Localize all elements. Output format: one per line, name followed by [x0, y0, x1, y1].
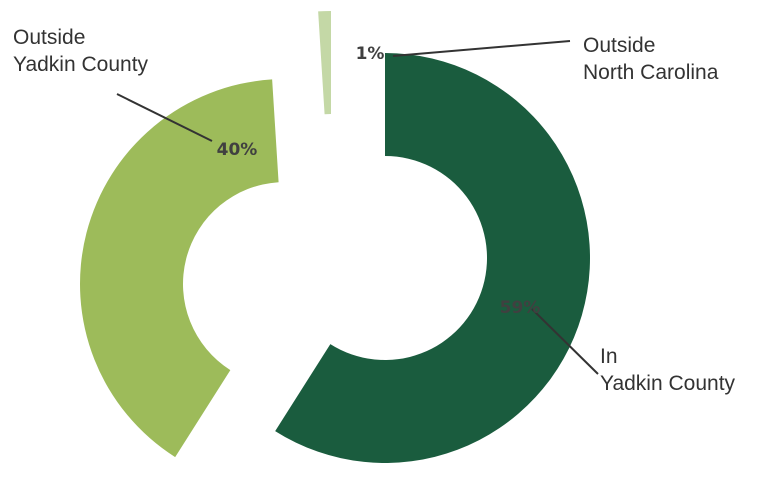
category-label-line: Outside [13, 26, 85, 49]
donut-slice-1 [80, 79, 279, 458]
category-label-line: In [600, 345, 618, 368]
category-label-line: North Carolina [583, 61, 719, 84]
value-label-0: 59% [500, 298, 541, 318]
value-label-1: 40% [217, 140, 258, 160]
leader-line-1 [116, 93, 213, 142]
category-label-line: Outside [583, 34, 655, 57]
donut-slice-2 [318, 11, 331, 115]
category-label-line: Yadkin County [600, 372, 736, 395]
category-label-0: In Yadkin County [600, 345, 736, 395]
donut-slice-0 [275, 53, 590, 463]
category-label-line: Yadkin County [13, 53, 149, 76]
category-label-1: Outside Yadkin County [13, 26, 149, 76]
category-label-2: Outside North Carolina [583, 34, 719, 84]
leader-line-0 [531, 308, 599, 375]
leader-line-2 [392, 40, 571, 57]
value-label-2: 1% [356, 44, 385, 64]
